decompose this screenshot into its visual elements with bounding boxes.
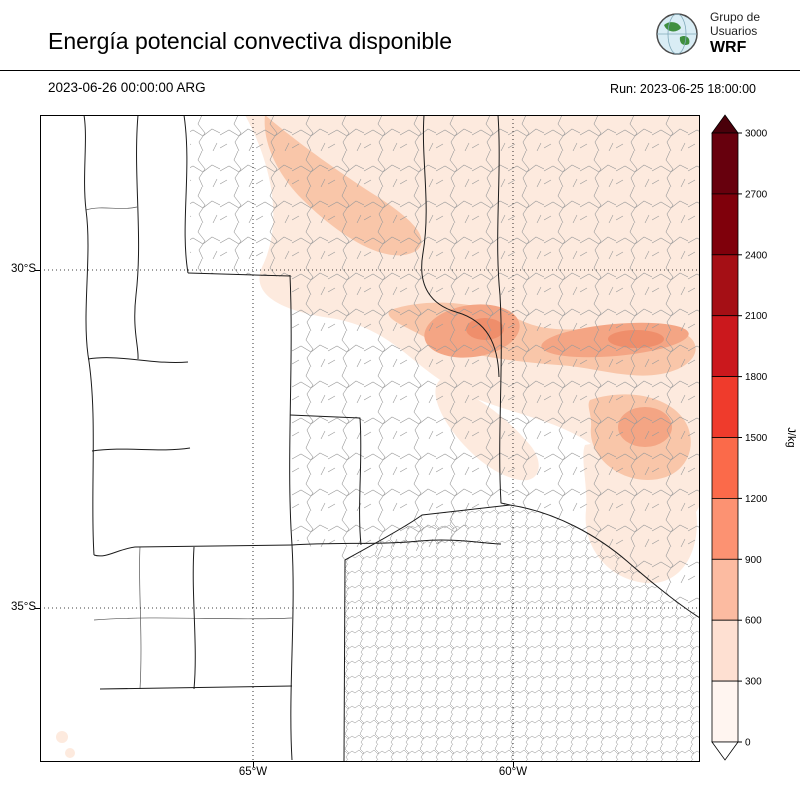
colorbar-tick-label: 1500 bbox=[745, 433, 768, 444]
globe-icon bbox=[656, 13, 698, 55]
lon-label-60w: 60°W bbox=[498, 766, 528, 778]
colorbar-under-arrow bbox=[711, 741, 739, 761]
colorbar-tick-label: 2400 bbox=[745, 250, 768, 261]
colorbar-segment bbox=[711, 315, 739, 377]
axis-tick bbox=[253, 762, 254, 767]
colorbar-segment bbox=[711, 619, 739, 682]
header-rule bbox=[0, 70, 800, 71]
colorbar-tick-label: 600 bbox=[745, 616, 762, 627]
mesh-buenosaires-region bbox=[345, 505, 700, 762]
colorbar-segment bbox=[711, 376, 739, 438]
logo-line-1: Grupo de bbox=[709, 10, 760, 24]
axis-tick bbox=[35, 608, 40, 609]
colorbar-tick-label: 1200 bbox=[745, 494, 768, 505]
colorbar-tick-label: 2700 bbox=[745, 189, 768, 200]
wrf-logo-text: Grupo de Usuarios WRF bbox=[709, 10, 760, 57]
valid-time-label: 2023-06-26 00:00:00 ARG bbox=[48, 80, 206, 95]
axis-tick bbox=[513, 762, 514, 767]
lon-label-65w: 65°W bbox=[238, 766, 268, 778]
colorbar-units-label: J/kg bbox=[785, 427, 797, 447]
colorbar-tick-label: 300 bbox=[745, 677, 762, 688]
province-boundaries bbox=[83, 114, 701, 763]
logo-line-3: WRF bbox=[709, 38, 747, 56]
lat-label-35s: 35°S bbox=[10, 601, 36, 613]
colorbar-segment bbox=[711, 193, 739, 256]
colorbar-segment bbox=[711, 437, 739, 499]
colorbar-segment bbox=[711, 497, 739, 560]
wrf-logo: Grupo de Usuarios WRF bbox=[653, 10, 760, 58]
map-canvas bbox=[40, 114, 701, 763]
colorbar-over-arrow bbox=[711, 114, 739, 134]
colorbar-tick-label: 900 bbox=[745, 555, 762, 566]
logo-line-2: Usuarios bbox=[709, 23, 758, 38]
axis-tick bbox=[35, 270, 40, 271]
colorbar-segment bbox=[711, 132, 739, 195]
department-mesh bbox=[190, 115, 700, 762]
colorbar-tick-label: 2100 bbox=[745, 311, 768, 322]
map-frame bbox=[40, 115, 700, 762]
colorbar-tick-label: 3000 bbox=[745, 129, 768, 140]
colorbar-segment bbox=[711, 558, 739, 621]
colorbar: 0 300 600 900 1200 1500 1800 2100 2400 2… bbox=[708, 113, 800, 768]
lat-label-30s: 30°S bbox=[10, 263, 36, 275]
colorbar-segment bbox=[711, 254, 739, 317]
mesh-north-region bbox=[190, 115, 700, 618]
map-panel bbox=[40, 114, 701, 763]
colorbar-tick-label: 1800 bbox=[745, 372, 768, 383]
colorbar-tick-label: 0 bbox=[745, 738, 751, 749]
page-title: Energía potencial convectiva disponible bbox=[48, 28, 453, 54]
run-label: Run: 2023-06-25 18:00:00 bbox=[610, 82, 756, 96]
colorbar-segment bbox=[711, 680, 739, 743]
